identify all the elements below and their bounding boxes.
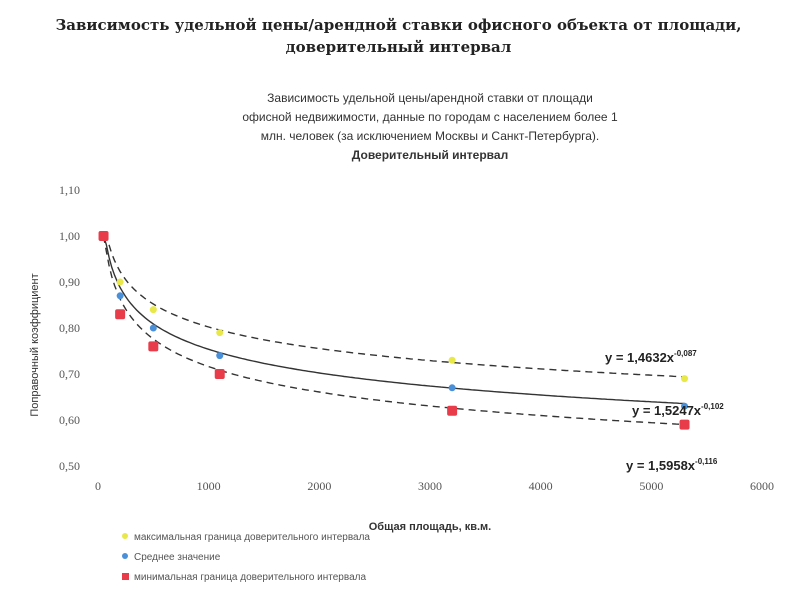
data-point — [116, 292, 124, 300]
y-axis-label: Поправочный коэффициент — [29, 273, 41, 416]
x-tick-label: 0 — [95, 479, 101, 493]
y-tick-label: 0,80 — [59, 321, 80, 335]
data-point — [681, 375, 689, 383]
trend-equation-exponent: -0,116 — [695, 457, 718, 466]
legend-label: минимальная граница доверительного интер… — [134, 572, 366, 583]
chart-title-line: Доверительный интервал — [352, 148, 508, 162]
chart-title-line: Зависимость удельной цены/арендной ставк… — [267, 91, 593, 105]
y-tick-label: 0,70 — [59, 367, 80, 381]
trend-equation-base: y = 1,5958x — [626, 458, 696, 473]
page-title-line-2: доверительный интервал — [285, 38, 512, 56]
data-point — [448, 356, 456, 364]
x-tick-label: 5000 — [639, 479, 663, 493]
legend-label: Среднее значение — [134, 552, 221, 563]
data-point — [116, 278, 124, 286]
y-tick-label: 1,00 — [59, 229, 80, 243]
trend-line — [103, 235, 685, 378]
data-point — [447, 405, 458, 416]
chart-title-line: млн. человек (за исключением Москвы и Са… — [261, 129, 600, 143]
data-point — [98, 231, 109, 241]
trend-equation-exponent: -0,087 — [674, 349, 697, 358]
x-axis-ticks: 0 1000 2000 3000 4000 5000 6000 — [95, 479, 774, 493]
data-points — [98, 231, 690, 430]
x-tick-label: 1000 — [197, 479, 221, 493]
page-title-line-1: Зависимость удельной цены/арендной ставк… — [55, 16, 742, 34]
data-point — [448, 384, 456, 392]
trend-equation: y = 1,4632x-0,087 — [605, 349, 697, 365]
data-point — [148, 341, 159, 352]
trend-equation-exponent: -0,102 — [701, 402, 724, 411]
y-tick-label: 0,50 — [59, 459, 80, 473]
trend-equation-base: y = 1,5247x — [632, 403, 702, 418]
x-tick-label: 3000 — [418, 479, 442, 493]
data-point — [681, 402, 689, 410]
x-tick-label: 6000 — [750, 479, 774, 493]
chart-title-line: офисной недвижимости, данные по городам … — [242, 110, 618, 124]
legend-marker — [122, 573, 129, 580]
data-point — [679, 419, 690, 430]
x-tick-label: 2000 — [307, 479, 331, 493]
trend-lines — [102, 235, 685, 426]
legend-marker — [122, 553, 128, 559]
trend-equation: y = 1,5958x-0,116 — [626, 457, 718, 473]
y-tick-label: 0,60 — [59, 413, 80, 427]
legend: максимальная граница доверительного инте… — [122, 532, 370, 583]
data-point — [216, 352, 224, 360]
legend-marker — [122, 533, 128, 539]
page-title: Зависимость удельной цены/арендной ставк… — [0, 14, 797, 58]
legend-label: максимальная граница доверительного инте… — [134, 532, 370, 543]
y-tick-label: 1,10 — [59, 183, 80, 197]
trend-line — [102, 235, 685, 426]
y-tick-label: 0,90 — [59, 275, 80, 289]
x-tick-label: 4000 — [529, 479, 553, 493]
trend-line — [102, 235, 685, 405]
trend-equation-base: y = 1,4632x — [605, 350, 675, 365]
chart: Зависимость удельной цены/арендной ставк… — [29, 91, 774, 583]
x-axis-label: Общая площадь, кв.м. — [369, 521, 491, 533]
data-point — [115, 309, 126, 320]
y-axis-ticks: 0,50 0,60 0,70 0,80 0,90 1,00 1,10 — [59, 183, 80, 473]
chart-title: Зависимость удельной цены/арендной ставк… — [242, 91, 618, 162]
data-point — [214, 369, 225, 379]
trend-equation: y = 1,5247x-0,102 — [632, 402, 724, 418]
data-point — [149, 306, 157, 314]
data-point — [149, 324, 157, 332]
data-point — [216, 329, 224, 337]
